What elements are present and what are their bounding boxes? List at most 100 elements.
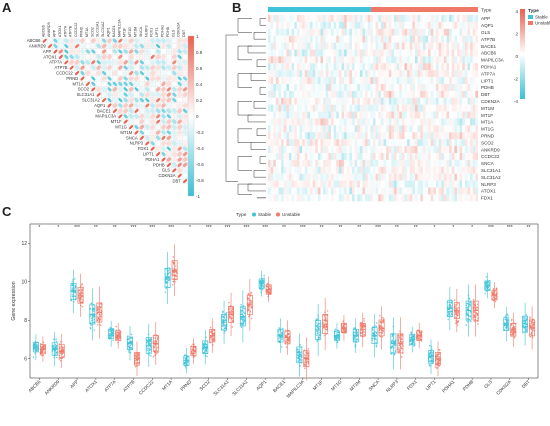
heat-cell: [438, 132, 442, 140]
heat-cell: [467, 70, 471, 78]
heat-cell: [451, 153, 455, 160]
c-point: [90, 324, 92, 327]
corr-ellipse: [177, 54, 182, 59]
heat-cell: [378, 42, 381, 50]
corr-ellipse: [112, 38, 118, 43]
heat-cell: [412, 42, 416, 50]
heat-cell: [378, 159, 381, 167]
corr-ellipse: [112, 43, 118, 49]
heat-cell: [331, 111, 334, 119]
c-point: [375, 338, 377, 341]
heat-cell: [401, 35, 405, 43]
heat-cell: [323, 90, 326, 98]
heat-cell: [401, 187, 405, 195]
heat-cell: [336, 180, 339, 188]
corr-ellipse: [123, 70, 129, 76]
c-xtick-label: SNCA: [368, 379, 381, 392]
heat-cell: [417, 139, 421, 147]
heat-cell: [354, 194, 358, 202]
heat-cell: [422, 28, 426, 36]
heat-cell: [307, 118, 311, 126]
heat-cell: [320, 153, 324, 160]
heat-cell: [359, 187, 363, 195]
heat-cell: [396, 97, 400, 105]
heat-cell: [459, 146, 463, 154]
heat-cell: [336, 56, 339, 64]
heat-cell: [349, 63, 353, 71]
heat-cell: [338, 187, 342, 195]
heat-cell: [407, 139, 410, 147]
heat-row-label: PDHA1: [481, 64, 497, 69]
heat-cell: [328, 63, 332, 71]
corr-ellipse: [166, 43, 172, 49]
heat-cell: [470, 180, 473, 188]
corr-ellipse: [69, 65, 74, 70]
heat-cell: [454, 21, 458, 29]
heat-cell: [275, 97, 279, 105]
heat-cell: [394, 49, 397, 57]
heat-cell: [367, 63, 371, 71]
corr-colorbar-tick: 0.2: [196, 98, 203, 103]
c-point: [130, 333, 133, 336]
heat-cell: [275, 180, 279, 188]
corr-col-label: ATP7A: [63, 25, 67, 37]
heat-cell: [443, 146, 447, 154]
heat-cell: [454, 56, 458, 64]
heat-cell: [443, 104, 447, 112]
heat-cell: [428, 90, 431, 98]
heat-cell: [454, 180, 458, 188]
heat-cell: [436, 42, 439, 50]
heat-cell: [357, 173, 360, 181]
corr-ellipse: [79, 43, 86, 49]
corr-ellipse: [101, 70, 107, 76]
heat-cell: [449, 35, 452, 43]
heat-cell: [449, 194, 452, 202]
dendro-branch: [256, 128, 266, 136]
heat-cell: [417, 173, 421, 181]
heat-cell: [475, 166, 479, 174]
heat-cell: [304, 194, 308, 202]
heat-cell: [436, 70, 439, 78]
heat-cell: [278, 146, 282, 154]
heat-cell: [425, 35, 429, 43]
c-point: [352, 327, 355, 329]
c-point: [81, 305, 84, 308]
corr-ellipse: [134, 70, 139, 76]
heat-cell: [470, 111, 473, 119]
corr-ellipse: [171, 49, 177, 54]
c-point: [251, 292, 253, 294]
heat-cell: [470, 132, 473, 140]
corr-ellipse: [117, 92, 123, 98]
heat-cell: [464, 194, 468, 202]
heat-cell: [307, 173, 311, 181]
heat-cell: [417, 146, 421, 154]
heat-cell: [470, 97, 473, 105]
heat-cell: [323, 166, 326, 174]
heat-cell: [454, 132, 458, 140]
heat-cell: [315, 173, 318, 181]
heat-cell: [420, 63, 423, 71]
heat-cell: [399, 166, 402, 174]
heat-cell: [378, 153, 381, 160]
heat-cell: [310, 166, 313, 174]
heat-cell: [367, 84, 371, 91]
heat-cell: [399, 104, 402, 112]
corr-ellipse: [145, 98, 150, 103]
heat-cell: [286, 70, 290, 78]
heat-cell: [275, 84, 279, 91]
heat-cell: [349, 49, 353, 57]
dendro-branch: [237, 156, 252, 171]
heat-cell: [441, 77, 444, 85]
heat-cell: [357, 90, 360, 98]
heat-cell: [420, 187, 423, 195]
heat-cell: [391, 21, 395, 29]
heat-cell: [307, 77, 311, 85]
heat-cell: [291, 180, 295, 188]
heat-cell: [294, 97, 297, 105]
corr-ellipse: [161, 140, 166, 146]
heat-cell: [365, 21, 368, 29]
heat-cell: [317, 21, 321, 29]
heat-cell: [341, 118, 345, 126]
heat-cell: [394, 97, 397, 105]
heat-cell: [409, 139, 413, 147]
